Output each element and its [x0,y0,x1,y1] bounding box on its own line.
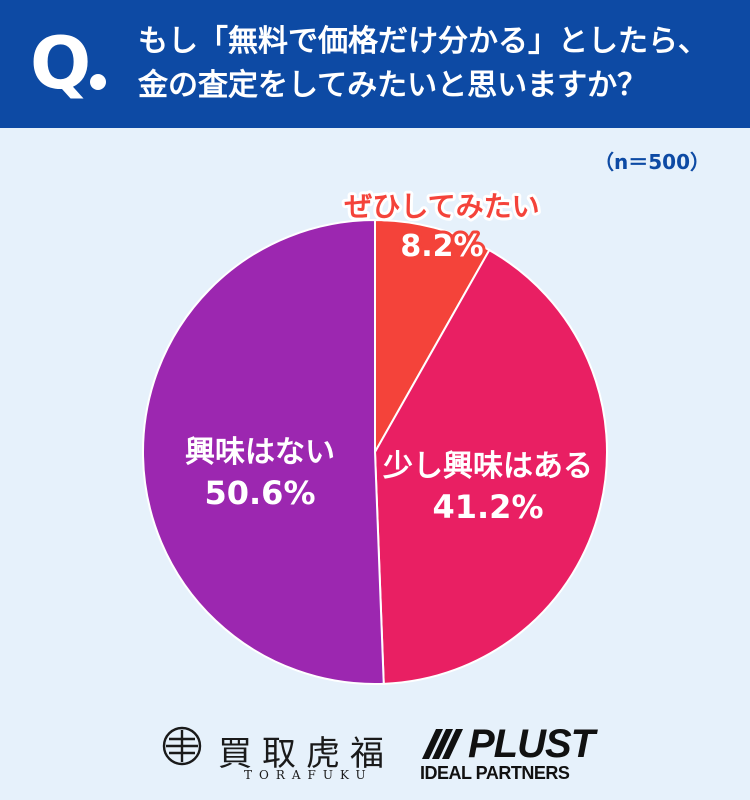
question-header: Q もし「無料で価格だけ分かる」としたら、 金の査定をしてみたいと思いますか？ [0,0,750,128]
pie-label-value-zehi: 8.2% [400,229,483,264]
question-mark-dot [90,74,106,90]
pie-label-name-nai: 興味はない [185,435,335,470]
question-line-1: もし「無料で価格だけ分かる」としたら、 [138,24,708,59]
pie-label-name-sukoshi: 少し興味はある [383,449,593,484]
pie-slice-sukoshi [373,248,608,685]
question-line-2: 金の査定をしてみたいと思いますか？ [138,68,648,103]
sample-size: （n＝500） [594,150,710,174]
question-mark-q: Q [30,21,92,105]
plust-logo-subtitle: IDEAL PARTNERS [420,763,570,783]
torafuku-logo-roman: TORAFUKU [244,768,373,782]
torafuku-logo-icon [162,726,202,766]
torafuku-logo-name: 買取虎福 [218,734,394,774]
plust-logo-name: PLUST [468,722,595,766]
plust-logo-icon [422,729,463,759]
pie-slice-nai [142,218,385,685]
pie-label-value-nai: 50.6% [204,474,315,512]
pie-slice-zehi [374,218,491,456]
pie-label-value-sukoshi: 41.2% [432,488,543,526]
pie-label-name-zehi: ぜひしてみたい [344,190,539,223]
